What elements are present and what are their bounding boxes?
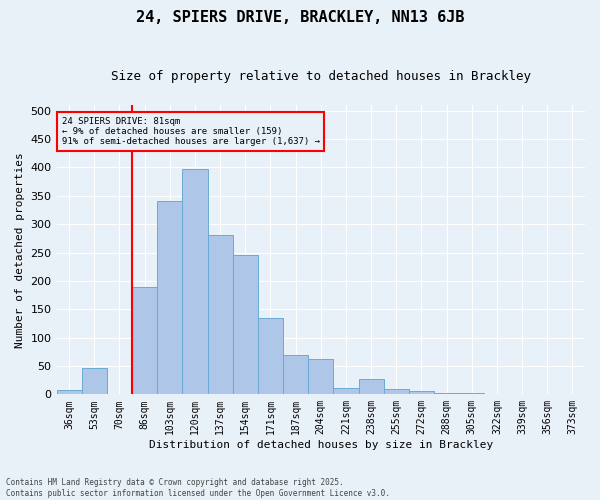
Bar	[82, 368, 107, 394]
Bar	[283, 354, 308, 395]
Bar	[132, 287, 157, 395]
Bar	[56, 390, 82, 394]
Bar	[383, 388, 409, 394]
Text: Contains HM Land Registry data © Crown copyright and database right 2025.
Contai: Contains HM Land Registry data © Crown c…	[6, 478, 390, 498]
Bar	[308, 359, 334, 394]
Bar	[359, 379, 383, 394]
X-axis label: Distribution of detached houses by size in Brackley: Distribution of detached houses by size …	[149, 440, 493, 450]
Bar	[434, 392, 459, 394]
Y-axis label: Number of detached properties: Number of detached properties	[15, 152, 25, 348]
Text: 24, SPIERS DRIVE, BRACKLEY, NN13 6JB: 24, SPIERS DRIVE, BRACKLEY, NN13 6JB	[136, 10, 464, 25]
Bar	[459, 393, 484, 394]
Title: Size of property relative to detached houses in Brackley: Size of property relative to detached ho…	[111, 70, 531, 83]
Bar	[182, 168, 208, 394]
Bar	[208, 236, 233, 394]
Text: 24 SPIERS DRIVE: 81sqm
← 9% of detached houses are smaller (159)
91% of semi-det: 24 SPIERS DRIVE: 81sqm ← 9% of detached …	[62, 116, 320, 146]
Bar	[409, 392, 434, 394]
Bar	[258, 318, 283, 394]
Bar	[157, 202, 182, 394]
Bar	[233, 255, 258, 394]
Bar	[334, 388, 359, 394]
